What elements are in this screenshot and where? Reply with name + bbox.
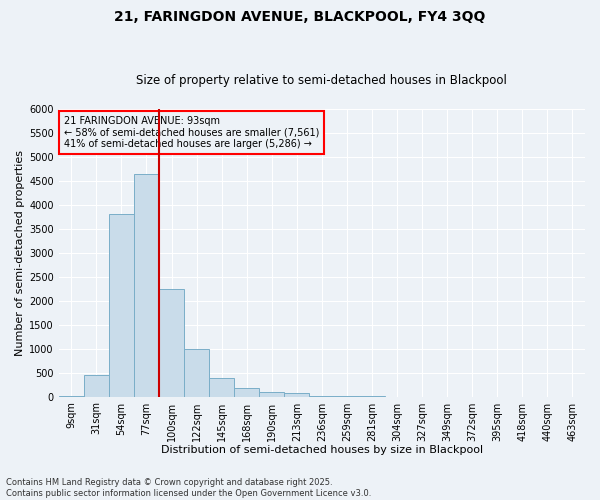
Bar xyxy=(284,393,310,396)
Text: Contains HM Land Registry data © Crown copyright and database right 2025.
Contai: Contains HM Land Registry data © Crown c… xyxy=(6,478,371,498)
Bar xyxy=(134,174,159,396)
Bar xyxy=(84,375,109,396)
Bar xyxy=(159,288,184,397)
Bar xyxy=(259,392,284,396)
Title: Size of property relative to semi-detached houses in Blackpool: Size of property relative to semi-detach… xyxy=(136,74,508,87)
Text: 21, FARINGDON AVENUE, BLACKPOOL, FY4 3QQ: 21, FARINGDON AVENUE, BLACKPOOL, FY4 3QQ xyxy=(115,10,485,24)
Y-axis label: Number of semi-detached properties: Number of semi-detached properties xyxy=(15,150,25,356)
Bar xyxy=(209,378,234,396)
Bar xyxy=(109,214,134,396)
Bar xyxy=(184,348,209,397)
X-axis label: Distribution of semi-detached houses by size in Blackpool: Distribution of semi-detached houses by … xyxy=(161,445,483,455)
Bar xyxy=(234,388,259,396)
Text: 21 FARINGDON AVENUE: 93sqm
← 58% of semi-detached houses are smaller (7,561)
41%: 21 FARINGDON AVENUE: 93sqm ← 58% of semi… xyxy=(64,116,319,150)
